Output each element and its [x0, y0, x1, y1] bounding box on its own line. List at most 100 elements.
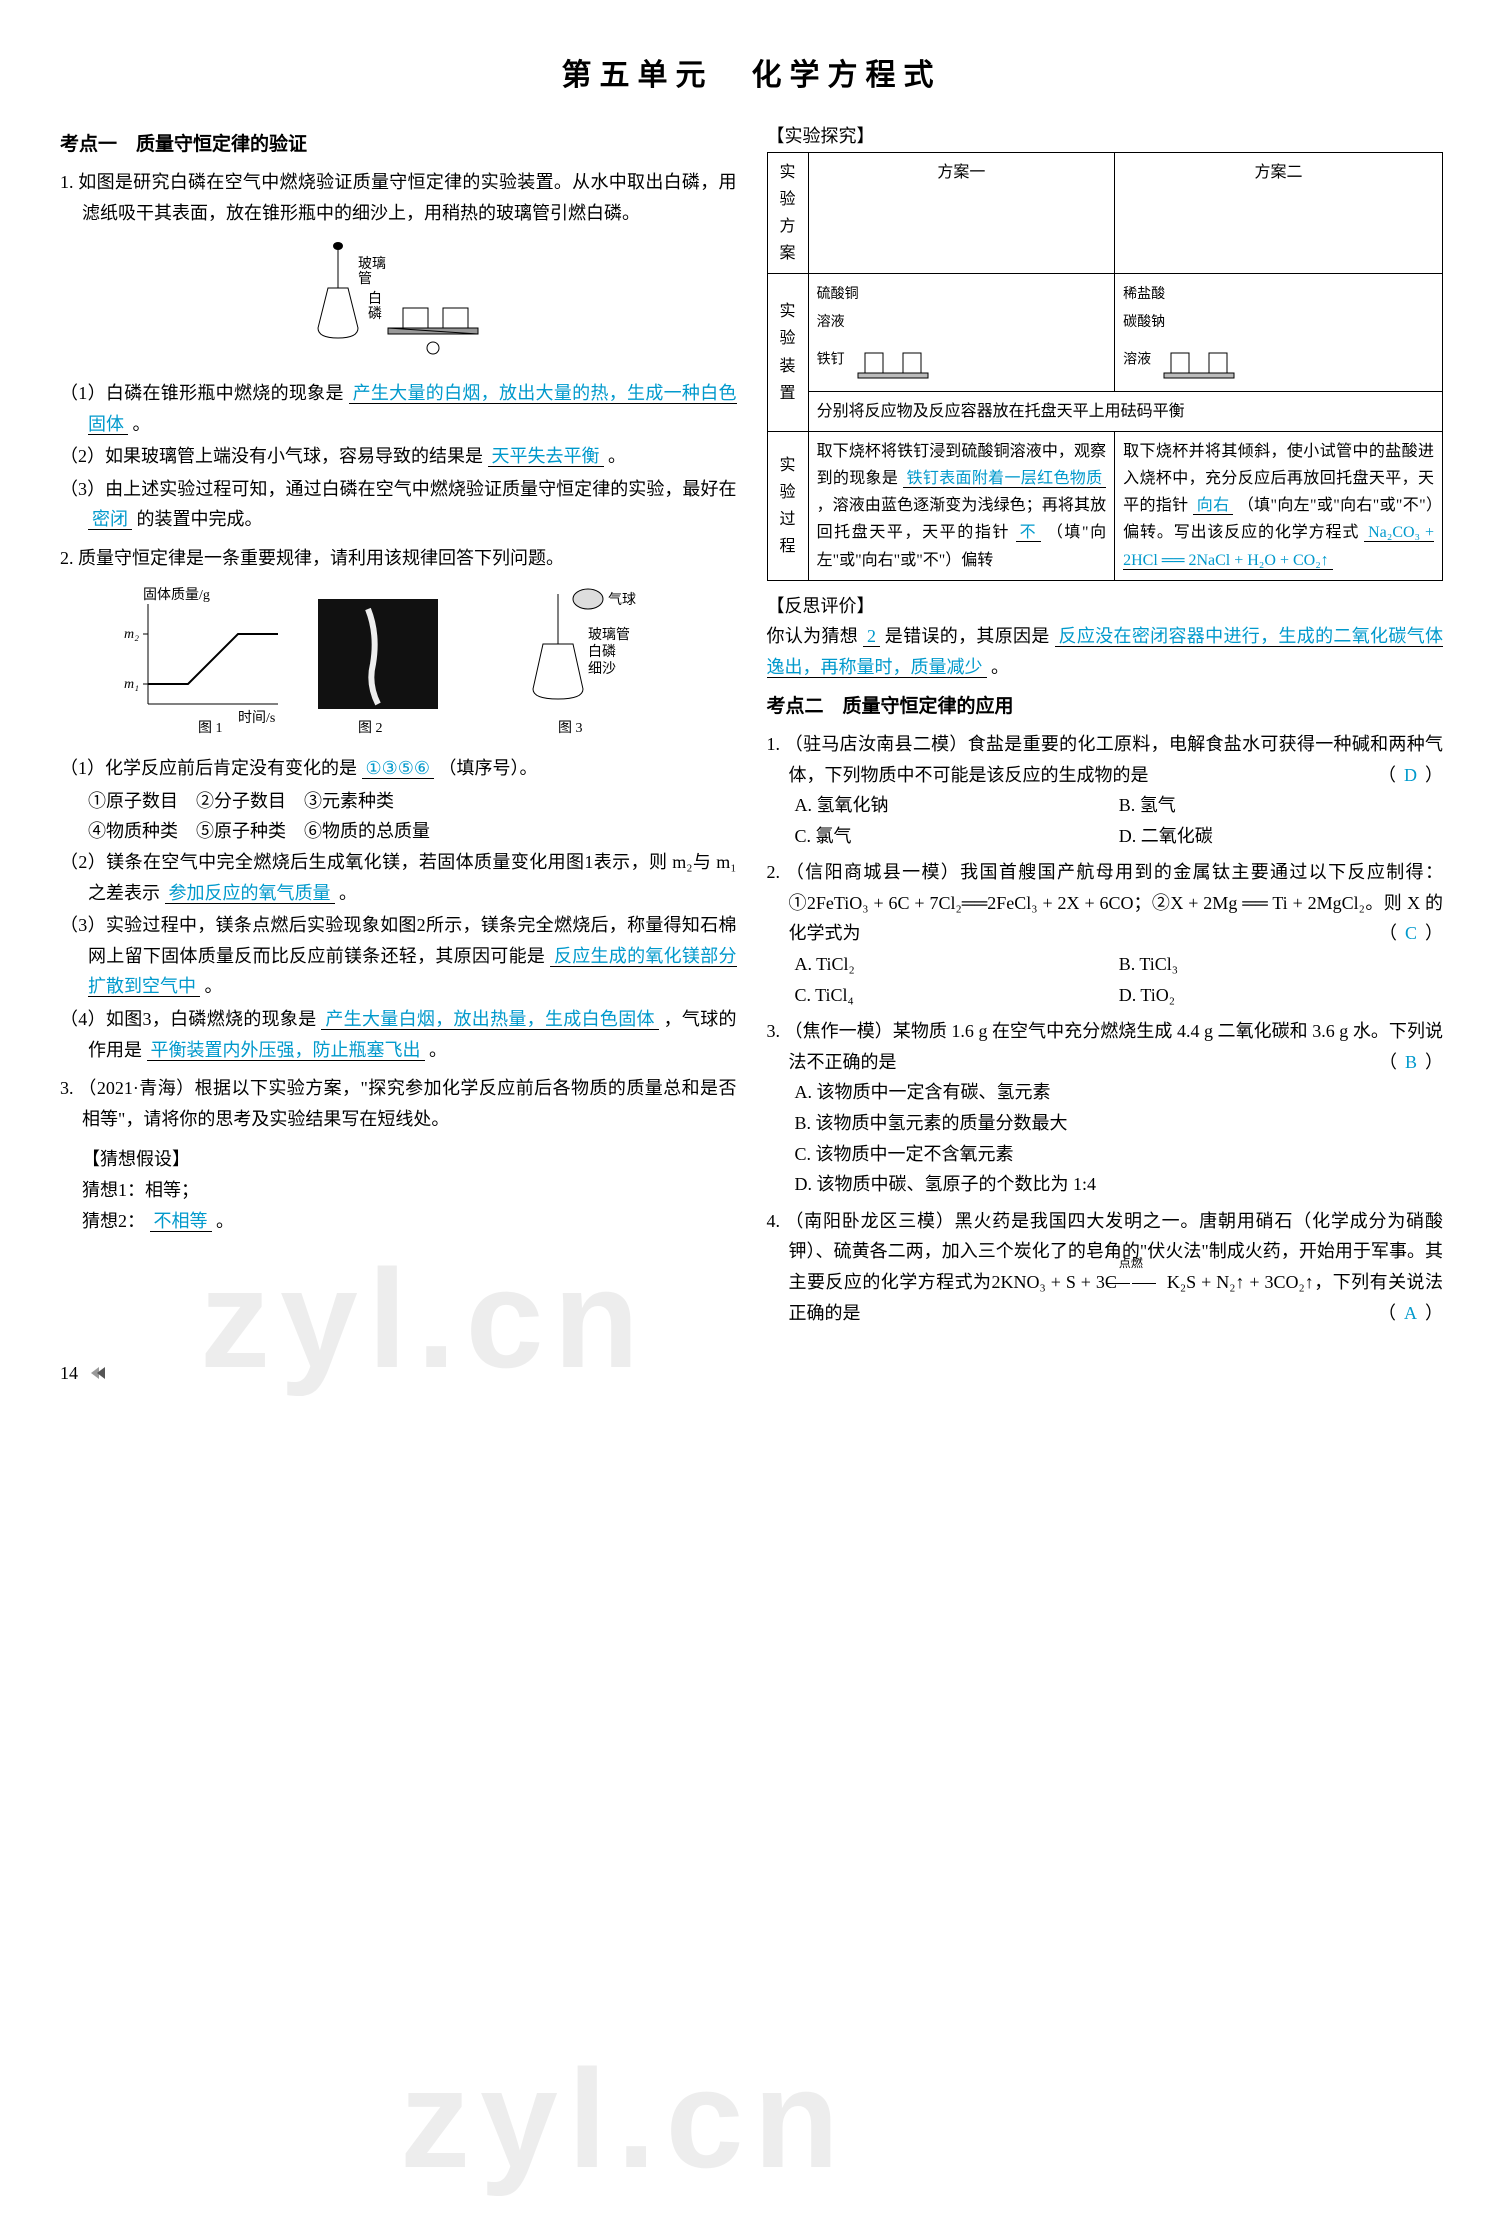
td: 取下烧杯并将其倾斜，使小试管中的盐酸进入烧杯中，充分反应后再放回托盘天平，天平的… [1115, 431, 1443, 580]
answer-letter: D [1396, 765, 1425, 785]
balance-icon [1159, 335, 1239, 385]
text: （填序号）。 [439, 758, 538, 778]
text: 。 [608, 446, 626, 466]
td: 取下烧杯将铁钉浸到硫酸铜溶液中，观察到的现象是 铁钉表面附着一层红色物质 ，溶液… [808, 431, 1115, 580]
text: 1. （驻马店汝南县二模）食盐是重要的化工原料，电解食盐水可获得一种碱和两种气体… [767, 734, 1444, 785]
text: 的装置中完成。 [137, 509, 263, 529]
svg-text:白: 白 [368, 291, 382, 307]
reaction-condition: 点燃 [1122, 1253, 1162, 1273]
option: B. 氢气 [1119, 790, 1443, 821]
text: 你认为猜想 [767, 626, 859, 646]
text: 。 [133, 414, 151, 434]
text: （2）镁条在空气中完全燃烧后生成氧化镁，若固体质量变化用图1表示，则 m₂与 m… [60, 852, 737, 903]
topic-heading: 考点一 质量守恒定律的验证 [60, 129, 737, 161]
q2-sub1: （1）化学反应前后肯定没有变化的是 ①③⑤⑥ （填序号）。 [60, 753, 737, 784]
experiment-table: 实验方案 方案一 方案二 实验装置 硫酸铜溶液铁钉 稀盐酸碳酸钠溶液 [767, 152, 1444, 581]
triangle-icon [97, 1367, 105, 1379]
q2-sub4: （4）如图3，白磷燃烧的现象是 产生大量白烟，放出热量，生成白色固体 ，气球的作… [60, 1004, 737, 1065]
option: D. TiO₂ [1119, 980, 1443, 1011]
q2-figures: m₁ m₂ 固体质量/g 时间/s 图 1 图 2 气球 玻璃管 白磷 细沙 图… [60, 584, 737, 744]
q1-sub2: （2）如果玻璃管上端没有小气球，容易导致的结果是 天平失去平衡 。 [60, 441, 737, 472]
text: 3. （焦作一模）某物质 1.6 g 在空气中充分燃烧生成 4.4 g 二氧化碳… [767, 1021, 1444, 1072]
page-title: 第五单元 化学方程式 [60, 50, 1443, 101]
table-row: 实验方案 方案一 方案二 [767, 152, 1443, 274]
text: （3）由上述实验过程可知，通过白磷在空气中燃烧验证质量守恒定律的实验，最好在 [60, 479, 737, 499]
th: 实验方案 [767, 152, 808, 274]
answer-paren: （C） [1401, 918, 1443, 949]
text: （2）如果玻璃管上端没有小气球，容易导致的结果是 [60, 446, 483, 466]
td: 实验装置 [767, 274, 808, 432]
rq3: 3. （焦作一模）某物质 1.6 g 在空气中充分燃烧生成 4.4 g 二氧化碳… [767, 1016, 1444, 1077]
answer-paren: （A） [1400, 1298, 1443, 1329]
answer-letter: B [1397, 1052, 1425, 1072]
svg-text:固体质量/g: 固体质量/g [143, 587, 210, 603]
td: 稀盐酸碳酸钠溶液 [1115, 274, 1443, 391]
text: 。 [216, 1211, 234, 1231]
answer-letter: A [1396, 1303, 1425, 1323]
hypothesis-label: 【猜想假设】 [60, 1144, 737, 1175]
answer-blank: 铁钉表面附着一层红色物质 [903, 470, 1107, 488]
topic-heading: 考点二 质量守恒定律的应用 [767, 691, 1444, 723]
right-column: 【实验探究】 实验方案 方案一 方案二 实验装置 硫酸铜溶液铁钉 [767, 121, 1444, 1328]
page-number-value: 14 [60, 1363, 78, 1383]
rq2: 2. （信阳商城县一模）我国首艘国产航母用到的金属钛主要通过以下反应制得：①2F… [767, 857, 1444, 949]
balance-icon [853, 335, 933, 385]
td: 实验过程 [767, 431, 808, 580]
answer-blank: 2 [863, 626, 880, 647]
svg-text:气球: 气球 [608, 592, 636, 608]
text: 。 [429, 1040, 447, 1060]
answer-blank: 不相等 [150, 1211, 212, 1232]
rq3-options: A. 该物质中一定含有碳、氢元素 B. 该物质中氢元素的质量分数最大 C. 该物… [767, 1077, 1444, 1199]
option: C. 该物质中一定不含氧元素 [795, 1139, 1444, 1170]
text: （1）白磷在锥形瓶中燃烧的现象是 [60, 383, 344, 403]
rq2-options: A. TiCl₂ B. TiCl₃ C. TiCl₄ D. TiO₂ [767, 949, 1444, 1010]
q2-sub3: （3）实验过程中，镁条点燃后实验现象如图2所示，镁条完全燃烧后，称量得知石棉网上… [60, 910, 737, 1002]
rq1: 1. （驻马店汝南县二模）食盐是重要的化工原料，电解食盐水可获得一种碱和两种气体… [767, 729, 1444, 790]
svg-text:玻璃: 玻璃 [358, 255, 386, 272]
th: 方案二 [1115, 152, 1443, 274]
text: 。 [205, 976, 223, 996]
left-column: 考点一 质量守恒定律的验证 1. 如图是研究白磷在空气中燃烧验证质量守恒定律的实… [60, 121, 737, 1328]
reflect-body: 你认为猜想 2 是错误的，其原因是 反应没在密闭容器中进行，生成的二氧化碳气体逸… [767, 621, 1444, 682]
text: （4）如图3，白磷燃烧的现象是 [60, 1009, 317, 1029]
rq1-options: A. 氢氧化钠 B. 氢气 C. 氯气 D. 二氧化碳 [767, 790, 1444, 851]
answer-blank: 天平失去平衡 [488, 446, 604, 467]
option: A. 该物质中一定含有碳、氢元素 [795, 1077, 1444, 1108]
q1-sub3: （3）由上述实验过程可知，通过白磷在空气中燃烧验证质量守恒定律的实验，最好在 密… [60, 474, 737, 535]
exp-label: 【实验探究】 [767, 121, 1444, 152]
svg-text:时间/s: 时间/s [238, 710, 275, 726]
table-row: 实验过程 取下烧杯将铁钉浸到硫酸铜溶液中，观察到的现象是 铁钉表面附着一层红色物… [767, 431, 1443, 580]
content-columns: 考点一 质量守恒定律的验证 1. 如图是研究白磷在空气中燃烧验证质量守恒定律的实… [60, 121, 1443, 1328]
q3-stem: 3. （2021·青海）根据以下实验方案，"探究参加化学反应前后各物质的质量总和… [60, 1073, 737, 1134]
q2-sub2: （2）镁条在空气中完全燃烧后生成氧化镁，若固体质量变化用图1表示，则 m₂与 m… [60, 847, 737, 908]
answer-blank: ①③⑤⑥ [362, 758, 435, 779]
text: 猜想2： [82, 1211, 145, 1231]
watermark: zyl.cn [400, 2000, 849, 2238]
svg-text:玻璃管: 玻璃管 [588, 626, 630, 643]
text: 。 [991, 657, 1009, 677]
option: B. TiCl₃ [1119, 949, 1443, 980]
option: D. 二氧化碳 [1119, 821, 1443, 852]
option: B. 该物质中氢元素的质量分数最大 [795, 1108, 1444, 1139]
page-number: 14 [60, 1358, 1443, 1389]
answer-paren: （D） [1400, 760, 1443, 791]
reflect-label: 【反思评价】 [767, 591, 1444, 622]
svg-text:白磷: 白磷 [588, 644, 616, 660]
option: C. 氯气 [795, 821, 1119, 852]
three-figures-diagram: m₁ m₂ 固体质量/g 时间/s 图 1 图 2 气球 玻璃管 白磷 细沙 图… [118, 584, 678, 734]
answer-blank: 参加反应的氧气质量 [165, 883, 335, 904]
q1-stem: 1. 如图是研究白磷在空气中燃烧验证质量守恒定律的实验装置。从水中取出白磷，用滤… [60, 167, 737, 228]
answer-blank: 密闭 [88, 509, 132, 530]
svg-text:管: 管 [358, 271, 372, 287]
th: 方案一 [808, 152, 1115, 274]
option: A. 氢氧化钠 [795, 790, 1119, 821]
td: 硫酸铜溶液铁钉 [808, 274, 1115, 391]
svg-text:图 3: 图 3 [558, 721, 583, 734]
svg-text:图 1: 图 1 [198, 721, 223, 734]
option: A. TiCl₂ [795, 949, 1119, 980]
rq4: 4. （南阳卧龙区三模）黑火药是我国四大发明之一。唐朝用硝石（化学成分为硝酸钾）… [767, 1206, 1444, 1328]
q1-figure: 玻璃管 白磷 [60, 238, 737, 368]
answer-blank: 向右 [1193, 497, 1234, 515]
table-row: 实验装置 硫酸铜溶液铁钉 稀盐酸碳酸钠溶液 [767, 274, 1443, 391]
guess1: 猜想1：相等； [60, 1175, 737, 1206]
